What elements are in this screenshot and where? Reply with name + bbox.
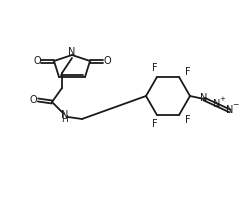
Text: F: F [152, 63, 158, 73]
Text: H: H [62, 116, 68, 124]
Text: F: F [185, 115, 191, 125]
Text: F: F [185, 67, 191, 77]
Text: F: F [152, 119, 158, 129]
Text: O: O [29, 95, 37, 105]
Text: N: N [200, 93, 208, 103]
Text: N: N [68, 47, 76, 57]
Text: N: N [226, 105, 234, 115]
Text: N: N [213, 99, 221, 109]
Text: O: O [33, 56, 41, 66]
Text: +: + [219, 96, 225, 102]
Text: N: N [61, 110, 69, 120]
Text: −: − [232, 101, 238, 109]
Text: O: O [103, 56, 111, 66]
